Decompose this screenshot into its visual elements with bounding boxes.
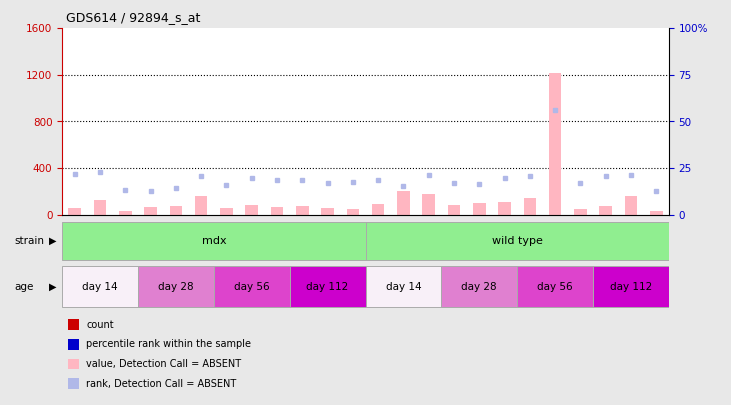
Text: ▶: ▶	[49, 236, 56, 246]
Bar	[68, 339, 79, 350]
Bar	[144, 207, 157, 215]
Bar	[170, 206, 182, 215]
Text: rank, Detection Call = ABSENT: rank, Detection Call = ABSENT	[86, 379, 237, 389]
Bar	[624, 196, 637, 215]
Bar	[447, 205, 461, 215]
Bar	[593, 266, 669, 307]
Bar	[119, 211, 132, 215]
Text: GDS614 / 92894_s_at: GDS614 / 92894_s_at	[66, 11, 200, 24]
Bar	[574, 209, 587, 215]
Text: age: age	[15, 281, 34, 292]
Text: day 112: day 112	[610, 281, 652, 292]
Text: day 112: day 112	[306, 281, 349, 292]
Text: day 28: day 28	[158, 281, 194, 292]
Bar	[518, 266, 593, 307]
Text: mdx: mdx	[202, 236, 226, 246]
Text: value, Detection Call = ABSENT: value, Detection Call = ABSENT	[86, 359, 241, 369]
Bar	[246, 205, 258, 215]
Text: day 56: day 56	[537, 281, 573, 292]
Bar	[397, 192, 410, 215]
Bar	[321, 208, 334, 215]
Bar	[499, 202, 511, 215]
Text: wild type: wild type	[492, 236, 542, 246]
Bar	[213, 266, 289, 307]
Bar	[68, 378, 79, 389]
Bar	[62, 222, 366, 260]
Text: day 28: day 28	[461, 281, 497, 292]
Bar	[366, 266, 442, 307]
Text: ▶: ▶	[49, 281, 56, 292]
Bar	[68, 359, 79, 369]
Bar	[62, 266, 138, 307]
Text: day 56: day 56	[234, 281, 270, 292]
Text: count: count	[86, 320, 114, 330]
Bar	[138, 266, 213, 307]
Bar	[423, 194, 435, 215]
Bar	[442, 266, 518, 307]
Text: day 14: day 14	[386, 281, 421, 292]
Bar	[289, 266, 366, 307]
Bar	[599, 207, 612, 215]
Bar	[69, 208, 81, 215]
Bar	[296, 207, 308, 215]
Bar	[372, 204, 385, 215]
Bar	[366, 222, 669, 260]
Bar	[473, 203, 485, 215]
Bar	[94, 200, 107, 215]
Bar	[195, 196, 208, 215]
Bar	[270, 207, 284, 215]
Bar	[220, 208, 232, 215]
Bar	[549, 72, 561, 215]
Bar	[650, 211, 662, 215]
Text: percentile rank within the sample: percentile rank within the sample	[86, 339, 251, 350]
Bar	[68, 320, 79, 330]
Bar	[523, 198, 536, 215]
Text: day 14: day 14	[83, 281, 118, 292]
Bar	[346, 209, 359, 215]
Text: strain: strain	[15, 236, 45, 246]
